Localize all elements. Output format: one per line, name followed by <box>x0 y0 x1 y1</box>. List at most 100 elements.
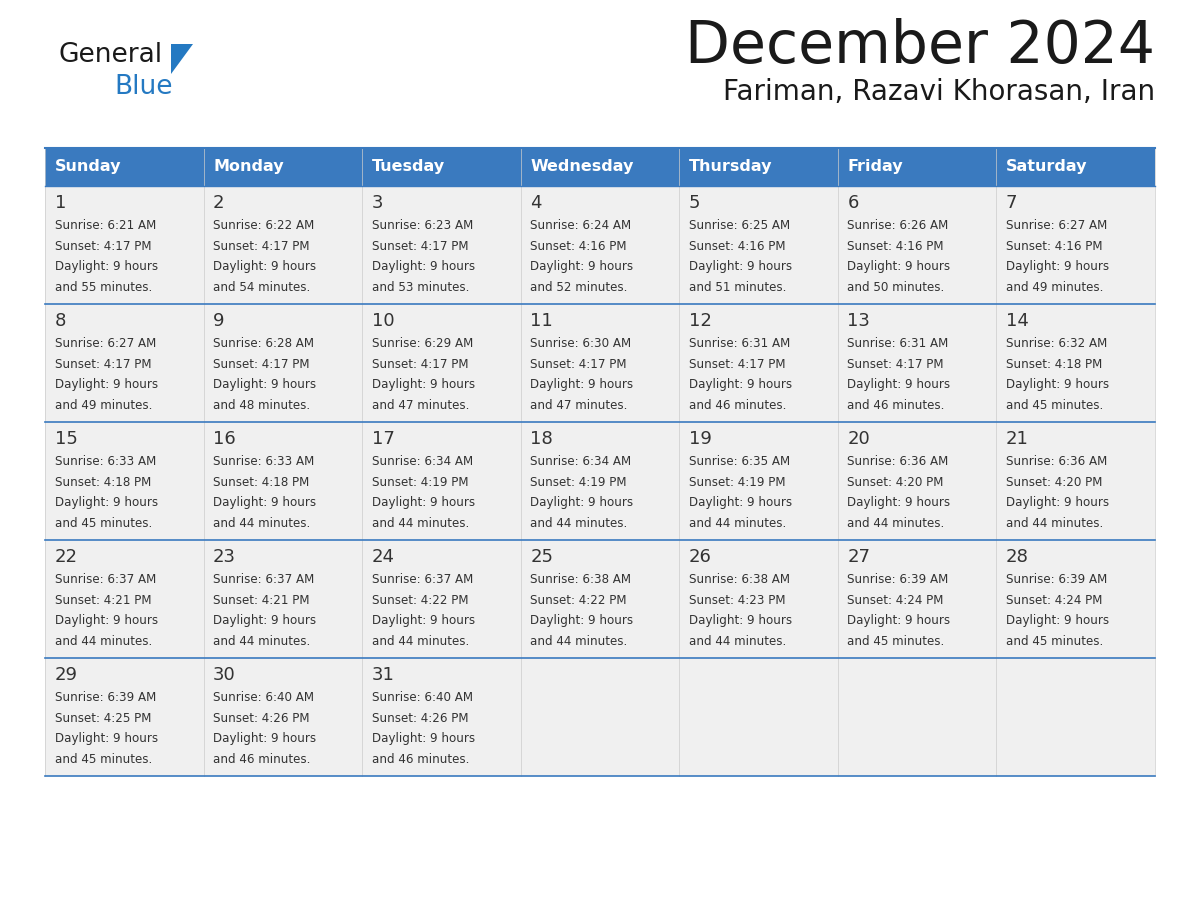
Text: Daylight: 9 hours: Daylight: 9 hours <box>213 614 316 627</box>
Text: 3: 3 <box>372 195 384 212</box>
Text: Sunday: Sunday <box>55 160 121 174</box>
Text: Sunrise: 6:38 AM: Sunrise: 6:38 AM <box>530 573 631 586</box>
Text: 17: 17 <box>372 431 394 448</box>
Bar <box>838 658 997 776</box>
Text: Sunrise: 6:37 AM: Sunrise: 6:37 AM <box>55 573 156 586</box>
Bar <box>203 422 362 540</box>
Text: 9: 9 <box>213 312 225 330</box>
Text: and 47 minutes.: and 47 minutes. <box>530 399 627 412</box>
Text: and 45 minutes.: and 45 minutes. <box>55 517 152 530</box>
Text: and 44 minutes.: and 44 minutes. <box>213 517 310 530</box>
Bar <box>680 422 838 540</box>
Text: and 53 minutes.: and 53 minutes. <box>372 281 469 294</box>
Text: and 45 minutes.: and 45 minutes. <box>1006 635 1104 648</box>
Text: Daylight: 9 hours: Daylight: 9 hours <box>530 261 633 274</box>
Text: Daylight: 9 hours: Daylight: 9 hours <box>213 378 316 391</box>
Text: 8: 8 <box>55 312 65 330</box>
Text: Sunrise: 6:36 AM: Sunrise: 6:36 AM <box>847 455 949 468</box>
Text: Sunset: 4:26 PM: Sunset: 4:26 PM <box>372 711 468 724</box>
Text: and 44 minutes.: and 44 minutes. <box>372 635 469 648</box>
Text: Daylight: 9 hours: Daylight: 9 hours <box>55 378 158 391</box>
Bar <box>203 540 362 658</box>
Bar <box>838 304 997 422</box>
Bar <box>45 422 203 540</box>
Text: Daylight: 9 hours: Daylight: 9 hours <box>847 378 950 391</box>
Text: Daylight: 9 hours: Daylight: 9 hours <box>372 614 475 627</box>
Text: Sunrise: 6:37 AM: Sunrise: 6:37 AM <box>213 573 315 586</box>
Text: and 45 minutes.: and 45 minutes. <box>55 753 152 766</box>
Text: Sunrise: 6:31 AM: Sunrise: 6:31 AM <box>689 337 790 350</box>
Text: and 48 minutes.: and 48 minutes. <box>213 399 310 412</box>
Text: 23: 23 <box>213 548 236 566</box>
Text: and 45 minutes.: and 45 minutes. <box>1006 399 1104 412</box>
Text: and 44 minutes.: and 44 minutes. <box>847 517 944 530</box>
Text: Sunrise: 6:26 AM: Sunrise: 6:26 AM <box>847 219 949 232</box>
Text: Daylight: 9 hours: Daylight: 9 hours <box>372 261 475 274</box>
Text: Sunrise: 6:28 AM: Sunrise: 6:28 AM <box>213 337 314 350</box>
Text: 10: 10 <box>372 312 394 330</box>
Text: Sunset: 4:19 PM: Sunset: 4:19 PM <box>530 476 627 488</box>
Text: Daylight: 9 hours: Daylight: 9 hours <box>1006 378 1110 391</box>
Text: 14: 14 <box>1006 312 1029 330</box>
Text: Daylight: 9 hours: Daylight: 9 hours <box>689 497 792 509</box>
Bar <box>997 304 1155 422</box>
Text: Sunset: 4:17 PM: Sunset: 4:17 PM <box>689 358 785 371</box>
Text: Sunrise: 6:25 AM: Sunrise: 6:25 AM <box>689 219 790 232</box>
Text: Sunset: 4:17 PM: Sunset: 4:17 PM <box>213 358 310 371</box>
Text: 24: 24 <box>372 548 394 566</box>
Text: Sunrise: 6:39 AM: Sunrise: 6:39 AM <box>55 691 156 704</box>
Text: Sunrise: 6:27 AM: Sunrise: 6:27 AM <box>1006 219 1107 232</box>
Text: Sunset: 4:17 PM: Sunset: 4:17 PM <box>213 240 310 252</box>
Text: Friday: Friday <box>847 160 903 174</box>
Text: 31: 31 <box>372 666 394 684</box>
Text: Fariman, Razavi Khorasan, Iran: Fariman, Razavi Khorasan, Iran <box>722 78 1155 106</box>
Text: Sunset: 4:20 PM: Sunset: 4:20 PM <box>847 476 943 488</box>
Text: Sunset: 4:16 PM: Sunset: 4:16 PM <box>530 240 627 252</box>
Bar <box>520 148 680 186</box>
Text: and 46 minutes.: and 46 minutes. <box>689 399 786 412</box>
Text: and 46 minutes.: and 46 minutes. <box>847 399 944 412</box>
Text: Daylight: 9 hours: Daylight: 9 hours <box>1006 614 1110 627</box>
Text: Sunrise: 6:33 AM: Sunrise: 6:33 AM <box>213 455 315 468</box>
Text: Sunrise: 6:29 AM: Sunrise: 6:29 AM <box>372 337 473 350</box>
Text: Sunset: 4:17 PM: Sunset: 4:17 PM <box>372 358 468 371</box>
Text: Blue: Blue <box>114 74 172 100</box>
Text: and 50 minutes.: and 50 minutes. <box>847 281 944 294</box>
Text: 7: 7 <box>1006 195 1017 212</box>
Text: Sunset: 4:21 PM: Sunset: 4:21 PM <box>55 594 151 607</box>
Text: Daylight: 9 hours: Daylight: 9 hours <box>689 378 792 391</box>
Text: Sunrise: 6:40 AM: Sunrise: 6:40 AM <box>213 691 314 704</box>
Text: and 44 minutes.: and 44 minutes. <box>213 635 310 648</box>
Text: 16: 16 <box>213 431 236 448</box>
Text: 11: 11 <box>530 312 552 330</box>
Bar <box>203 304 362 422</box>
Text: Sunrise: 6:34 AM: Sunrise: 6:34 AM <box>372 455 473 468</box>
Bar <box>680 148 838 186</box>
Text: Sunrise: 6:31 AM: Sunrise: 6:31 AM <box>847 337 949 350</box>
Polygon shape <box>171 44 192 74</box>
Text: and 52 minutes.: and 52 minutes. <box>530 281 627 294</box>
Text: Daylight: 9 hours: Daylight: 9 hours <box>55 733 158 745</box>
Text: and 44 minutes.: and 44 minutes. <box>530 635 627 648</box>
Bar <box>362 186 520 304</box>
Bar <box>520 540 680 658</box>
Text: Sunrise: 6:35 AM: Sunrise: 6:35 AM <box>689 455 790 468</box>
Text: Daylight: 9 hours: Daylight: 9 hours <box>847 261 950 274</box>
Text: Sunrise: 6:32 AM: Sunrise: 6:32 AM <box>1006 337 1107 350</box>
Text: and 49 minutes.: and 49 minutes. <box>1006 281 1104 294</box>
Bar <box>838 540 997 658</box>
Text: 6: 6 <box>847 195 859 212</box>
Text: Daylight: 9 hours: Daylight: 9 hours <box>689 261 792 274</box>
Text: General: General <box>58 42 162 68</box>
Text: 20: 20 <box>847 431 870 448</box>
Bar <box>203 186 362 304</box>
Text: 12: 12 <box>689 312 712 330</box>
Bar <box>520 422 680 540</box>
Text: 19: 19 <box>689 431 712 448</box>
Text: Daylight: 9 hours: Daylight: 9 hours <box>847 614 950 627</box>
Text: Sunset: 4:24 PM: Sunset: 4:24 PM <box>1006 594 1102 607</box>
Bar <box>45 658 203 776</box>
Text: Daylight: 9 hours: Daylight: 9 hours <box>372 733 475 745</box>
Text: and 54 minutes.: and 54 minutes. <box>213 281 310 294</box>
Text: and 46 minutes.: and 46 minutes. <box>372 753 469 766</box>
